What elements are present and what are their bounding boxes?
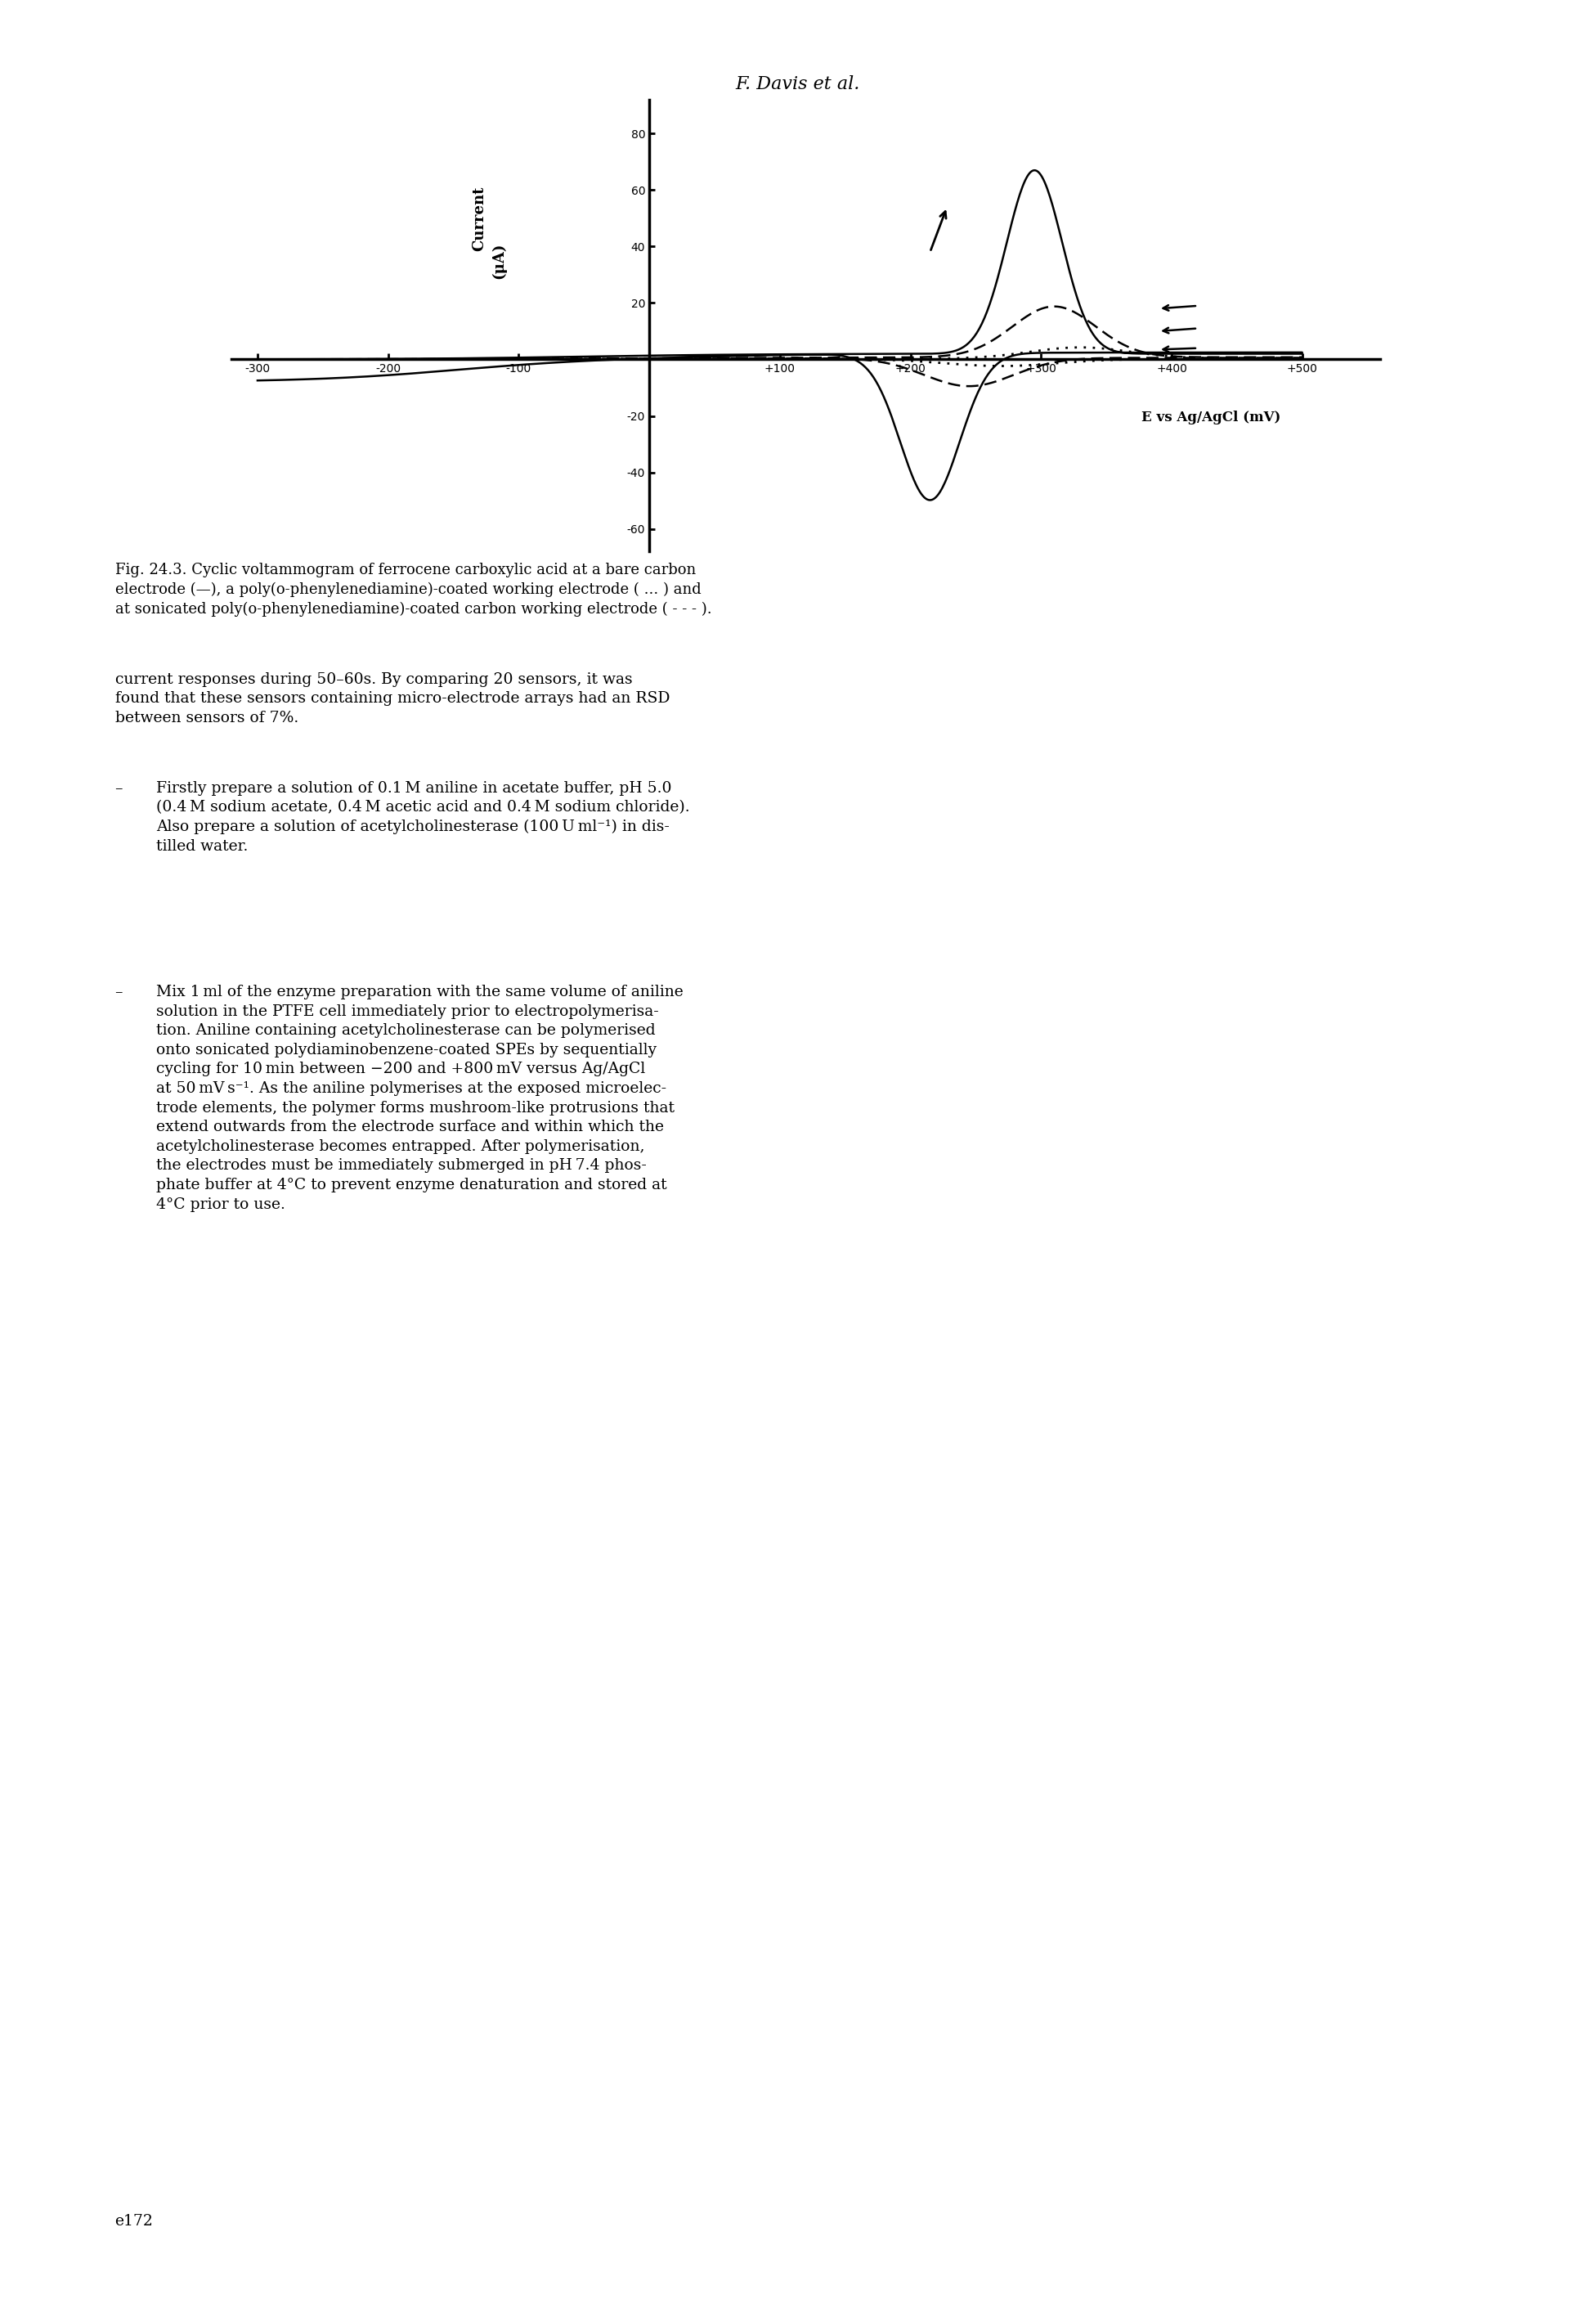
Text: (μA): (μA): [492, 243, 506, 278]
Text: Firstly prepare a solution of 0.1 M aniline in acetate buffer, pH 5.0
(0.4 M sod: Firstly prepare a solution of 0.1 M anil…: [156, 781, 689, 853]
Text: Mix 1 ml of the enzyme preparation with the same volume of aniline
solution in t: Mix 1 ml of the enzyme preparation with …: [156, 985, 683, 1212]
Text: –: –: [115, 985, 123, 999]
Text: E vs Ag/AgCl (mV): E vs Ag/AgCl (mV): [1141, 410, 1280, 424]
Text: e172: e172: [115, 2215, 153, 2229]
Text: –: –: [115, 781, 123, 795]
Text: F. Davis et al.: F. Davis et al.: [736, 74, 860, 93]
Text: current responses during 50–60s. By comparing 20 sensors, it was
found that thes: current responses during 50–60s. By comp…: [115, 672, 670, 725]
Text: Fig. 24.3. Cyclic voltammogram of ferrocene carboxylic acid at a bare carbon
ele: Fig. 24.3. Cyclic voltammogram of ferroc…: [115, 563, 712, 616]
Text: Current: Current: [472, 185, 487, 250]
